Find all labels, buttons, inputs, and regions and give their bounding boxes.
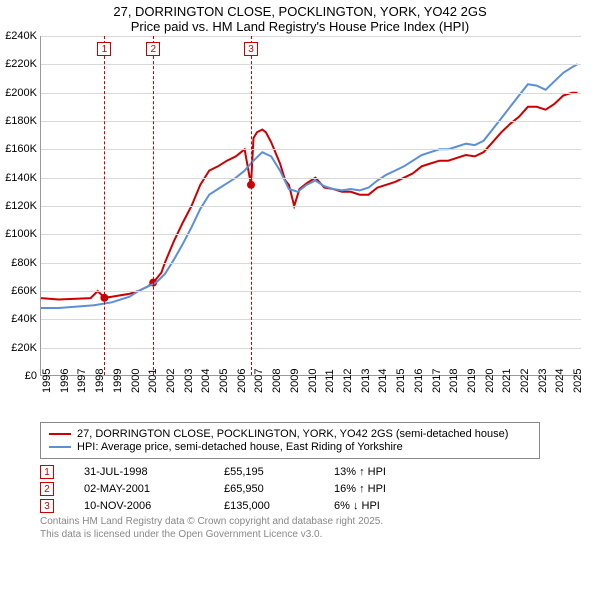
gridline <box>41 263 581 264</box>
y-axis-label: £220K <box>1 58 37 70</box>
gridline <box>41 348 581 349</box>
y-axis-label: £100K <box>1 228 37 240</box>
gridline <box>41 319 581 320</box>
legend-swatch <box>49 446 71 448</box>
title-block: 27, DORRINGTON CLOSE, POCKLINGTON, YORK,… <box>0 0 600 36</box>
y-axis-label: £0 <box>1 370 37 382</box>
event-price: £65,950 <box>224 483 334 495</box>
footer-line-1: Contains HM Land Registry data © Crown c… <box>40 516 560 529</box>
gridline <box>41 93 581 94</box>
legend-swatch <box>49 433 71 435</box>
event-date: 02-MAY-2001 <box>84 483 224 495</box>
event-id-badge: 2 <box>40 482 54 496</box>
y-axis-label: £60K <box>1 285 37 297</box>
y-axis-label: £160K <box>1 143 37 155</box>
series-line-hpi <box>41 64 578 308</box>
y-axis-label: £240K <box>1 30 37 42</box>
legend-label: 27, DORRINGTON CLOSE, POCKLINGTON, YORK,… <box>77 428 508 440</box>
event-marker-line <box>251 36 252 375</box>
x-axis-label: 2025 <box>572 369 600 393</box>
event-id-badge: 1 <box>40 465 54 479</box>
event-row: 3 10-NOV-2006£135,0006% ↓ HPI <box>40 499 560 513</box>
gridline <box>41 149 581 150</box>
y-axis-label: £140K <box>1 172 37 184</box>
event-marker-badge: 1 <box>97 42 111 56</box>
footer-attribution: Contains HM Land Registry data © Crown c… <box>40 516 560 541</box>
gridline <box>41 36 581 37</box>
events-table: 1 31-JUL-1998£55,19513% ↑ HPI 2 02-MAY-2001… <box>40 465 560 513</box>
gridline <box>41 234 581 235</box>
gridline <box>41 64 581 65</box>
legend-label: HPI: Average price, semi-detached house,… <box>77 441 403 453</box>
event-price: £55,195 <box>224 466 334 478</box>
chart-area: £0£20K£40K£60K£80K£100K£120K£140K£160K£1… <box>40 36 600 416</box>
gridline <box>41 206 581 207</box>
event-hpi-delta: 13% ↑ HPI <box>334 466 474 478</box>
chart-container: 27, DORRINGTON CLOSE, POCKLINGTON, YORK,… <box>0 0 600 590</box>
y-axis-label: £20K <box>1 342 37 354</box>
footer-line-2: This data is licensed under the Open Gov… <box>40 529 560 542</box>
event-row: 1 31-JUL-1998£55,19513% ↑ HPI <box>40 465 560 479</box>
gridline <box>41 178 581 179</box>
legend-item: 27, DORRINGTON CLOSE, POCKLINGTON, YORK,… <box>49 428 531 440</box>
event-marker-line <box>104 36 105 375</box>
event-hpi-delta: 6% ↓ HPI <box>334 500 474 512</box>
y-axis-label: £120K <box>1 200 37 212</box>
y-axis-label: £200K <box>1 87 37 99</box>
title-line-2: Price paid vs. HM Land Registry's House … <box>0 19 600 34</box>
gridline <box>41 291 581 292</box>
legend-item: HPI: Average price, semi-detached house,… <box>49 441 531 453</box>
plot-area: £0£20K£40K£60K£80K£100K£120K£140K£160K£1… <box>40 36 580 376</box>
legend-box: 27, DORRINGTON CLOSE, POCKLINGTON, YORK,… <box>40 422 540 459</box>
y-axis-label: £180K <box>1 115 37 127</box>
event-date: 10-NOV-2006 <box>84 500 224 512</box>
event-price: £135,000 <box>224 500 334 512</box>
event-marker-badge: 2 <box>146 42 160 56</box>
y-axis-label: £40K <box>1 313 37 325</box>
title-line-1: 27, DORRINGTON CLOSE, POCKLINGTON, YORK,… <box>0 4 600 19</box>
y-axis-label: £80K <box>1 257 37 269</box>
event-row: 2 02-MAY-2001£65,95016% ↑ HPI <box>40 482 560 496</box>
event-marker-badge: 3 <box>244 42 258 56</box>
event-marker-line <box>153 36 154 375</box>
event-hpi-delta: 16% ↑ HPI <box>334 483 474 495</box>
gridline <box>41 121 581 122</box>
event-id-badge: 3 <box>40 499 54 513</box>
event-date: 31-JUL-1998 <box>84 466 224 478</box>
